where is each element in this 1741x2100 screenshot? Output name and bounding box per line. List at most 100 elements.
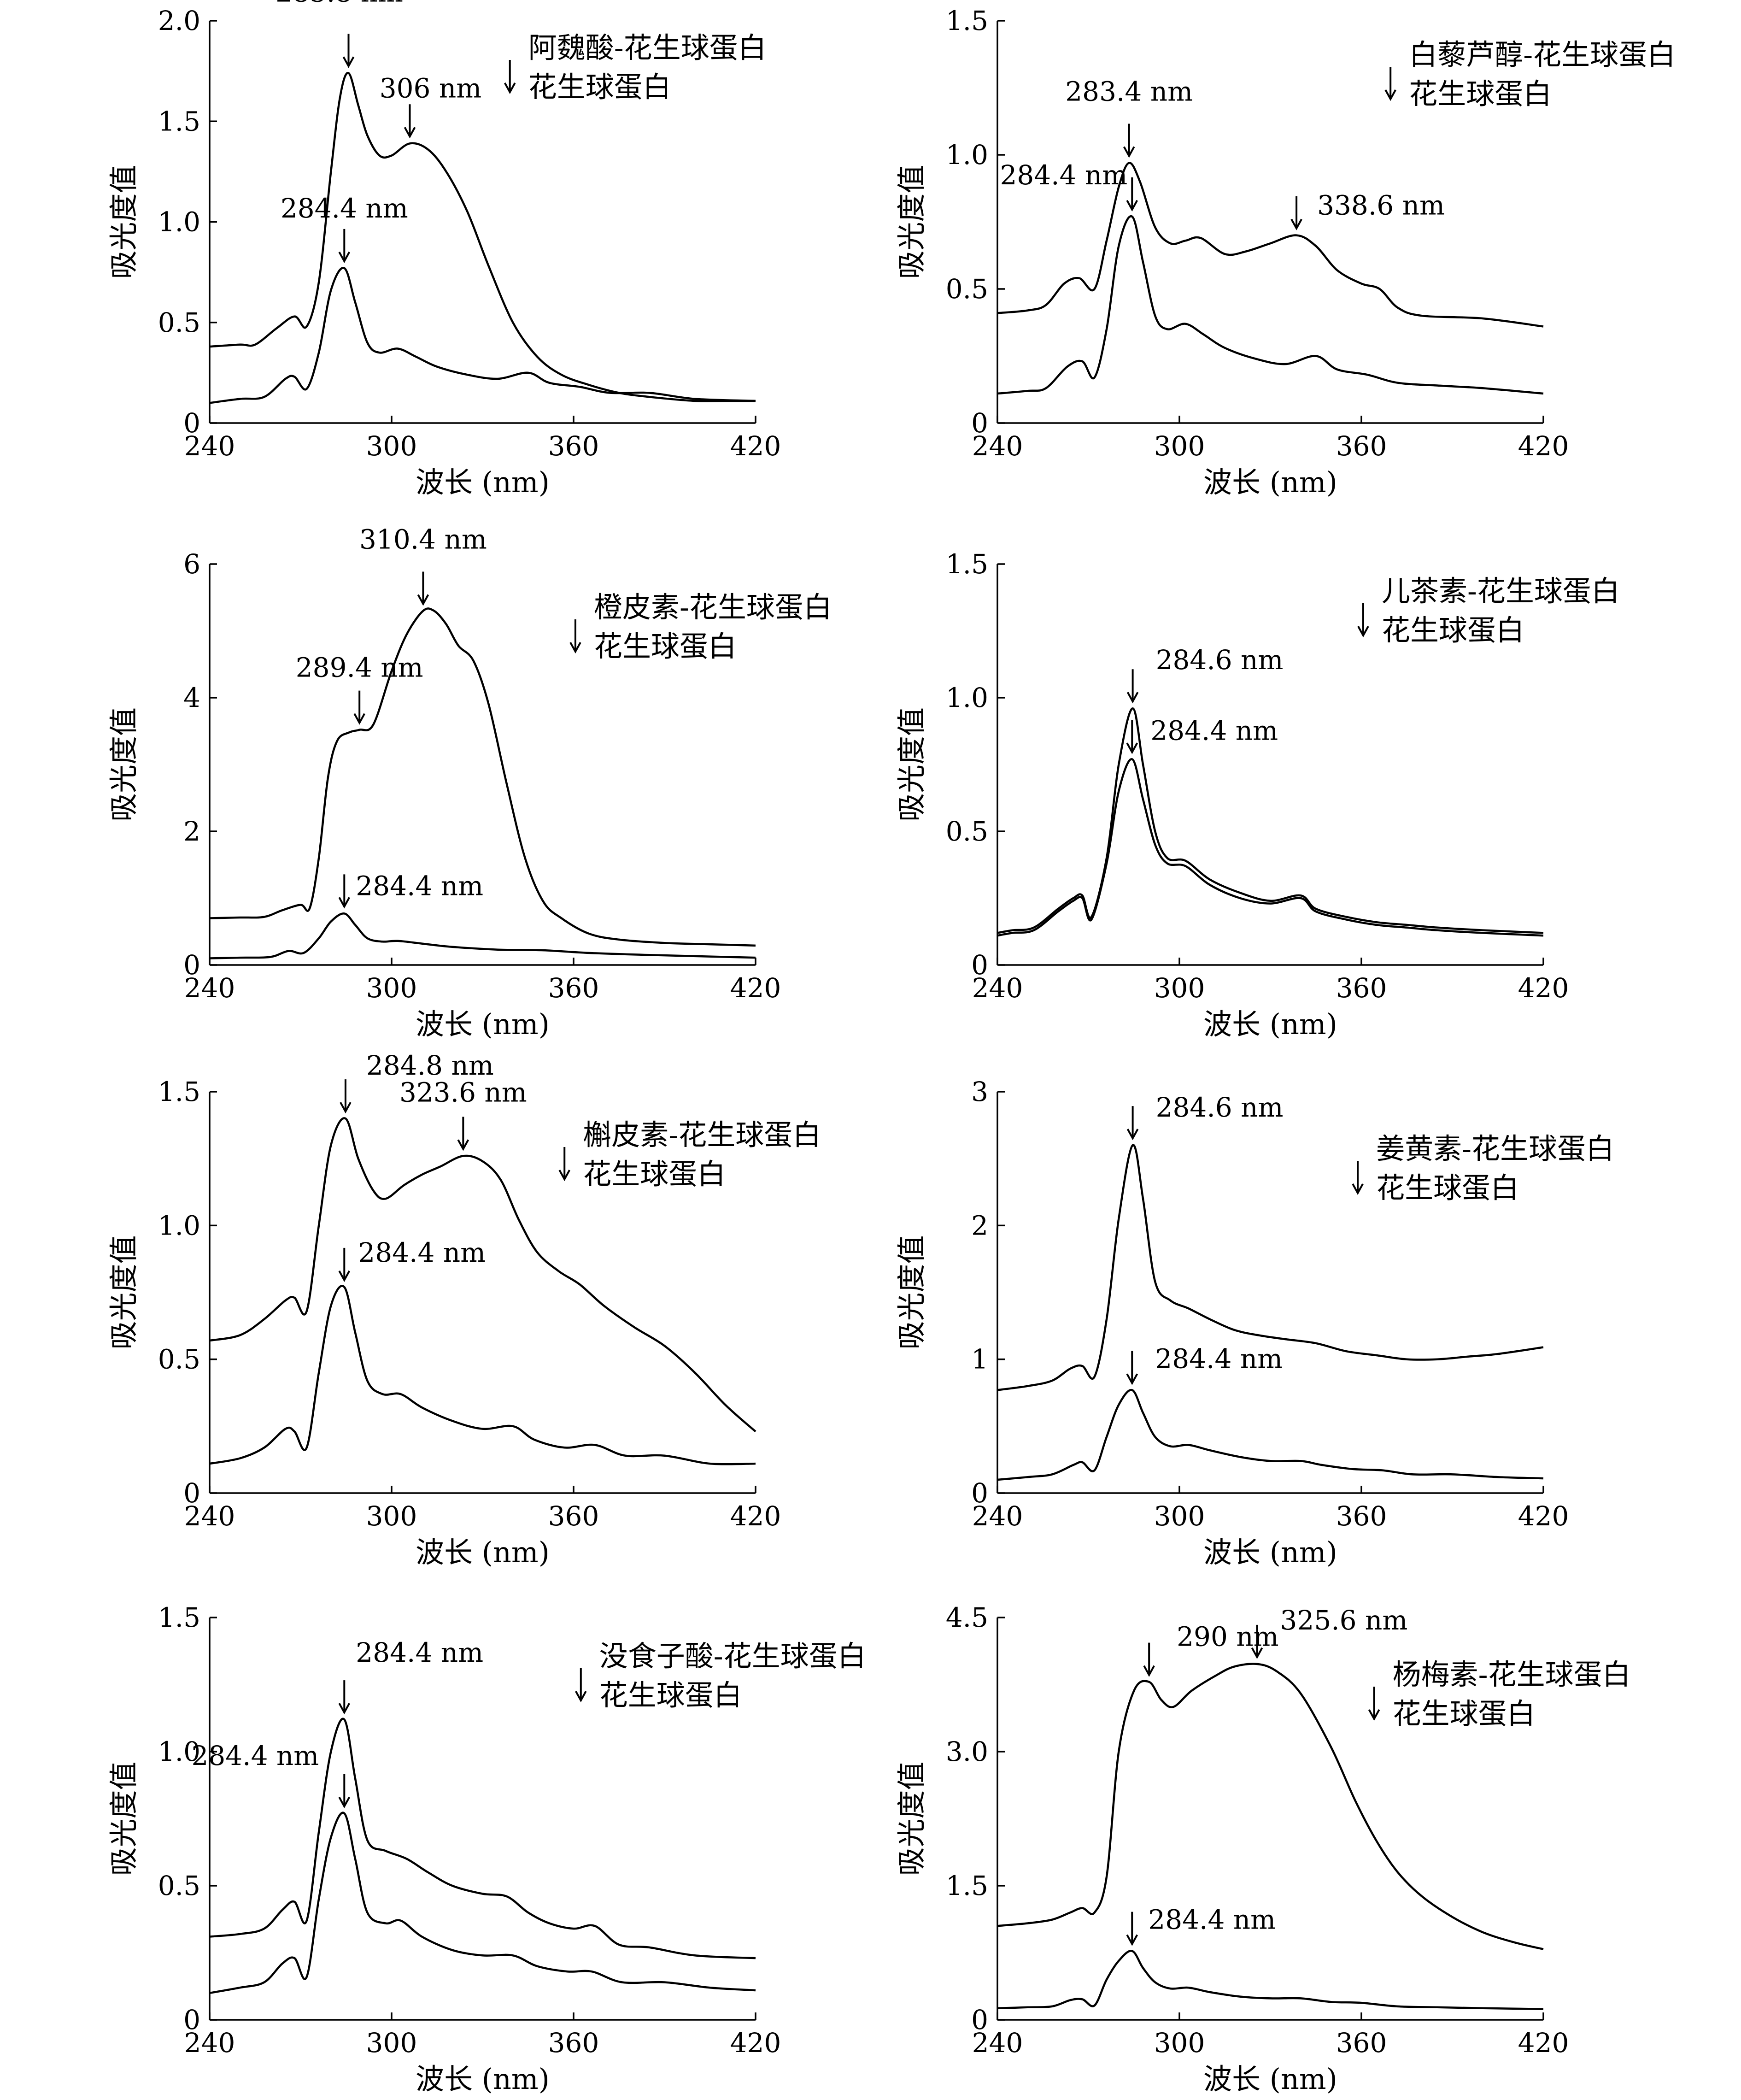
peak-annotation: 284.6 nm [1126, 644, 1283, 704]
x-tick-label: 360 [548, 2027, 599, 2059]
x-tick-label: 420 [1518, 1500, 1569, 1532]
peak-label: 325.6 nm [1280, 1605, 1408, 1636]
legend-entry-1: 杨梅素-花生球蛋白 [1393, 1658, 1631, 1691]
peak-arrow-head [338, 1703, 351, 1715]
peak-arrow-head [1126, 742, 1138, 754]
series-line-1 [997, 162, 1544, 328]
peak-label: 284.4 nm [281, 193, 408, 224]
peak-annotation: 284.4 nm [191, 1740, 351, 1809]
x-axis-label: 波长 (nm) [1203, 465, 1337, 499]
x-tick-label: 300 [1154, 2027, 1205, 2059]
peak-annotation: 285.8 nm [276, 0, 403, 68]
legend-arrow-head [1357, 626, 1369, 638]
peak-annotation: 284.4 nm [1126, 1904, 1276, 1946]
peak-annotation: 290 nm [1143, 1621, 1279, 1677]
peak-annotation: 284.4 nm [281, 193, 408, 264]
x-tick-label: 360 [548, 972, 599, 1004]
y-axis-label: 吸光度值 [107, 1761, 141, 1876]
series-line-2 [209, 1812, 756, 1994]
y-axis-label: 吸光度值 [107, 1235, 141, 1349]
x-tick-label: 300 [366, 430, 417, 462]
peak-label: 284.4 nm [1150, 715, 1278, 746]
y-axis-label: 吸光度值 [895, 165, 928, 279]
peak-label: 284.4 nm [358, 1237, 486, 1268]
x-tick-label: 420 [730, 430, 781, 462]
series-line-1 [209, 1718, 756, 1959]
series-line-2 [209, 1285, 756, 1465]
peak-label: 306 nm [380, 72, 482, 104]
x-axis-label: 波长 (nm) [416, 465, 550, 499]
peak-annotation: 325.6 nm [1251, 1605, 1408, 1659]
peak-arrow-head [1126, 1129, 1139, 1141]
peak-annotation: 284.4 nm [338, 1637, 483, 1715]
chart-panel-7: 240 300 360 420 0 0.5 1.0 1.5 波长 (nm) 吸光度值 没食子酸-花生… [107, 1602, 866, 2096]
peak-label: 284.4 nm [356, 1637, 483, 1668]
series-line-2 [209, 912, 756, 959]
peak-label: 284.8 nm [366, 1050, 494, 1081]
x-tick-label: 360 [1336, 1500, 1387, 1532]
series-line-2 [997, 758, 1544, 937]
peak-label: 289.4 nm [296, 652, 423, 683]
peak-arrow-head [417, 594, 429, 606]
peak-arrow-head [1251, 1647, 1263, 1659]
legend-entry-1: 姜黄素-花生球蛋白 [1376, 1132, 1614, 1165]
peak-arrow-head [338, 897, 351, 909]
legend-entry-1: 阿魏酸-花生球蛋白 [528, 31, 767, 65]
x-tick-label: 420 [730, 2027, 781, 2059]
y-tick-label: 0 [971, 2004, 988, 2035]
y-tick-label: 1 [971, 1344, 988, 1375]
y-tick-label: 1.0 [946, 682, 988, 713]
y-axis-label: 吸光度值 [895, 1235, 928, 1349]
x-tick-label: 240 [972, 2027, 1023, 2059]
y-tick-label: 1.0 [946, 139, 988, 171]
peak-arrow-head [338, 1270, 351, 1282]
x-tick-label: 360 [1336, 430, 1387, 462]
series-line-2 [997, 215, 1544, 395]
y-axis-label: 吸光度值 [107, 165, 141, 279]
x-tick-label: 420 [730, 972, 781, 1004]
legend-entry-2: 花生球蛋白 [594, 629, 737, 663]
peak-annotation: 323.6 nm [399, 1076, 527, 1151]
legend-entry-2: 花生球蛋白 [528, 70, 671, 104]
peak-annotation: 284.4 nm [1000, 159, 1138, 212]
peak-annotation: 289.4 nm [296, 652, 423, 725]
x-axis-label: 波长 (nm) [416, 1535, 550, 1569]
x-axis-label: 波长 (nm) [1203, 1007, 1337, 1041]
peak-arrow-head [404, 127, 416, 139]
y-tick-label: 3.0 [946, 1736, 988, 1767]
y-tick-label: 0 [971, 1477, 988, 1509]
peak-label: 310.4 nm [359, 524, 487, 555]
peak-label: 284.4 nm [1000, 159, 1127, 191]
chart-panel-3: 240 300 360 420 0 2 4 6 波长 (nm) 吸光度值 橙皮素-花生球蛋白花生球蛋… [107, 524, 832, 1041]
peak-annotation: 338.6 nm [1290, 190, 1445, 230]
peak-annotation: 284.4 nm [338, 870, 483, 909]
peak-arrow-head [1126, 200, 1138, 212]
peak-label: 285.8 nm [276, 0, 403, 8]
x-tick-label: 420 [730, 1500, 781, 1532]
peak-arrow-head [1126, 692, 1139, 704]
series-line-1 [997, 1663, 1544, 1950]
peak-annotation: 310.4 nm [359, 524, 487, 606]
chart-panel-1: 240 300 360 420 0 0.5 1.0 1.5 2.0 波长 (nm) 吸光度值 阿魏酸-… [107, 0, 781, 499]
x-axis-label: 波长 (nm) [1203, 2062, 1337, 2096]
peak-arrow-head [1290, 218, 1302, 230]
x-tick-label: 420 [1518, 972, 1569, 1004]
x-tick-label: 300 [366, 972, 417, 1004]
peak-arrow-head [342, 56, 355, 68]
y-tick-label: 1.5 [946, 5, 988, 36]
legend-entry-2: 花生球蛋白 [1382, 613, 1524, 647]
peak-arrow-head [1123, 146, 1135, 158]
x-tick-label: 360 [1336, 972, 1387, 1004]
series-line-1 [997, 707, 1544, 934]
legend-entry-2: 花生球蛋白 [1376, 1171, 1519, 1205]
peak-label: 284.4 nm [1148, 1904, 1276, 1935]
x-tick-label: 360 [1336, 2027, 1387, 2059]
chart-panel-5: 240 300 360 420 0 0.5 1.0 1.5 波长 (nm) 吸光度值 槲皮素-花生球… [107, 1050, 821, 1569]
y-tick-label: 4 [183, 682, 200, 713]
x-tick-label: 300 [366, 2027, 417, 2059]
